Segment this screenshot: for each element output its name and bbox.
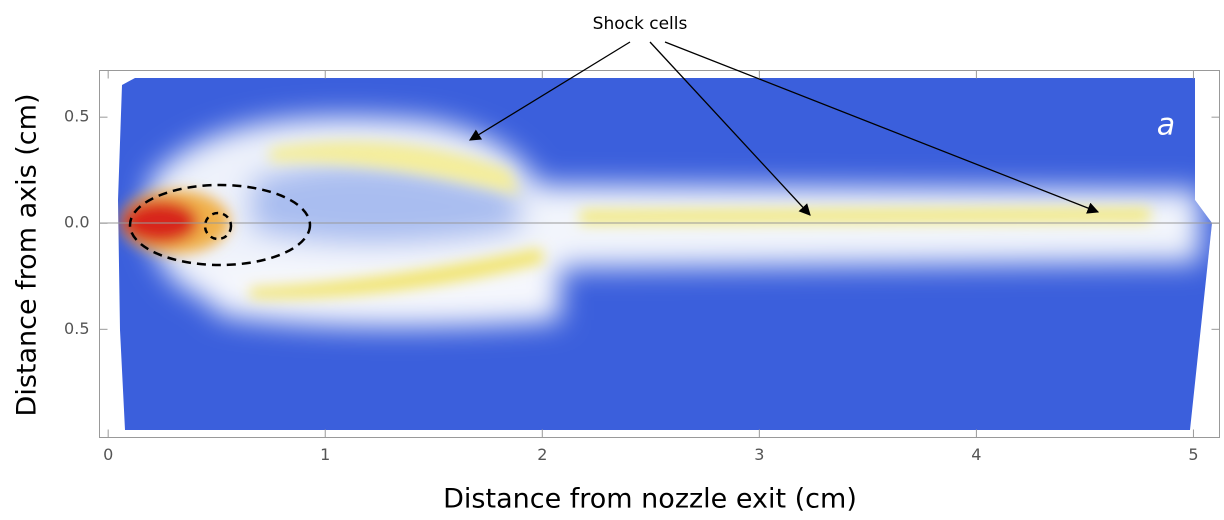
plot-frame [99,70,1220,438]
annotation: Shock cells [593,14,688,34]
x-tick-label: 3 [754,445,764,464]
panel-label: a [1157,108,1175,143]
x-tick-label: 0 [103,445,113,464]
y-tick-label: 0.5 [64,319,89,338]
x-axis-label: Distance from nozzle exit (cm) [443,484,857,515]
x-tick-label: 5 [1188,445,1198,464]
dashed-circle [203,211,233,241]
x-tick-label: 2 [537,445,547,464]
x-tick-label: 1 [320,445,330,464]
density-field [118,78,1212,430]
dashed-ellipse [128,183,312,267]
x-tick-label: 4 [971,445,981,464]
y-tick-label: 0.0 [64,213,89,232]
annotation-arrows [469,41,1100,216]
y-axis-label: Distance from axis (cm) [12,94,43,417]
y-tick-label: 0.5 [64,107,89,126]
